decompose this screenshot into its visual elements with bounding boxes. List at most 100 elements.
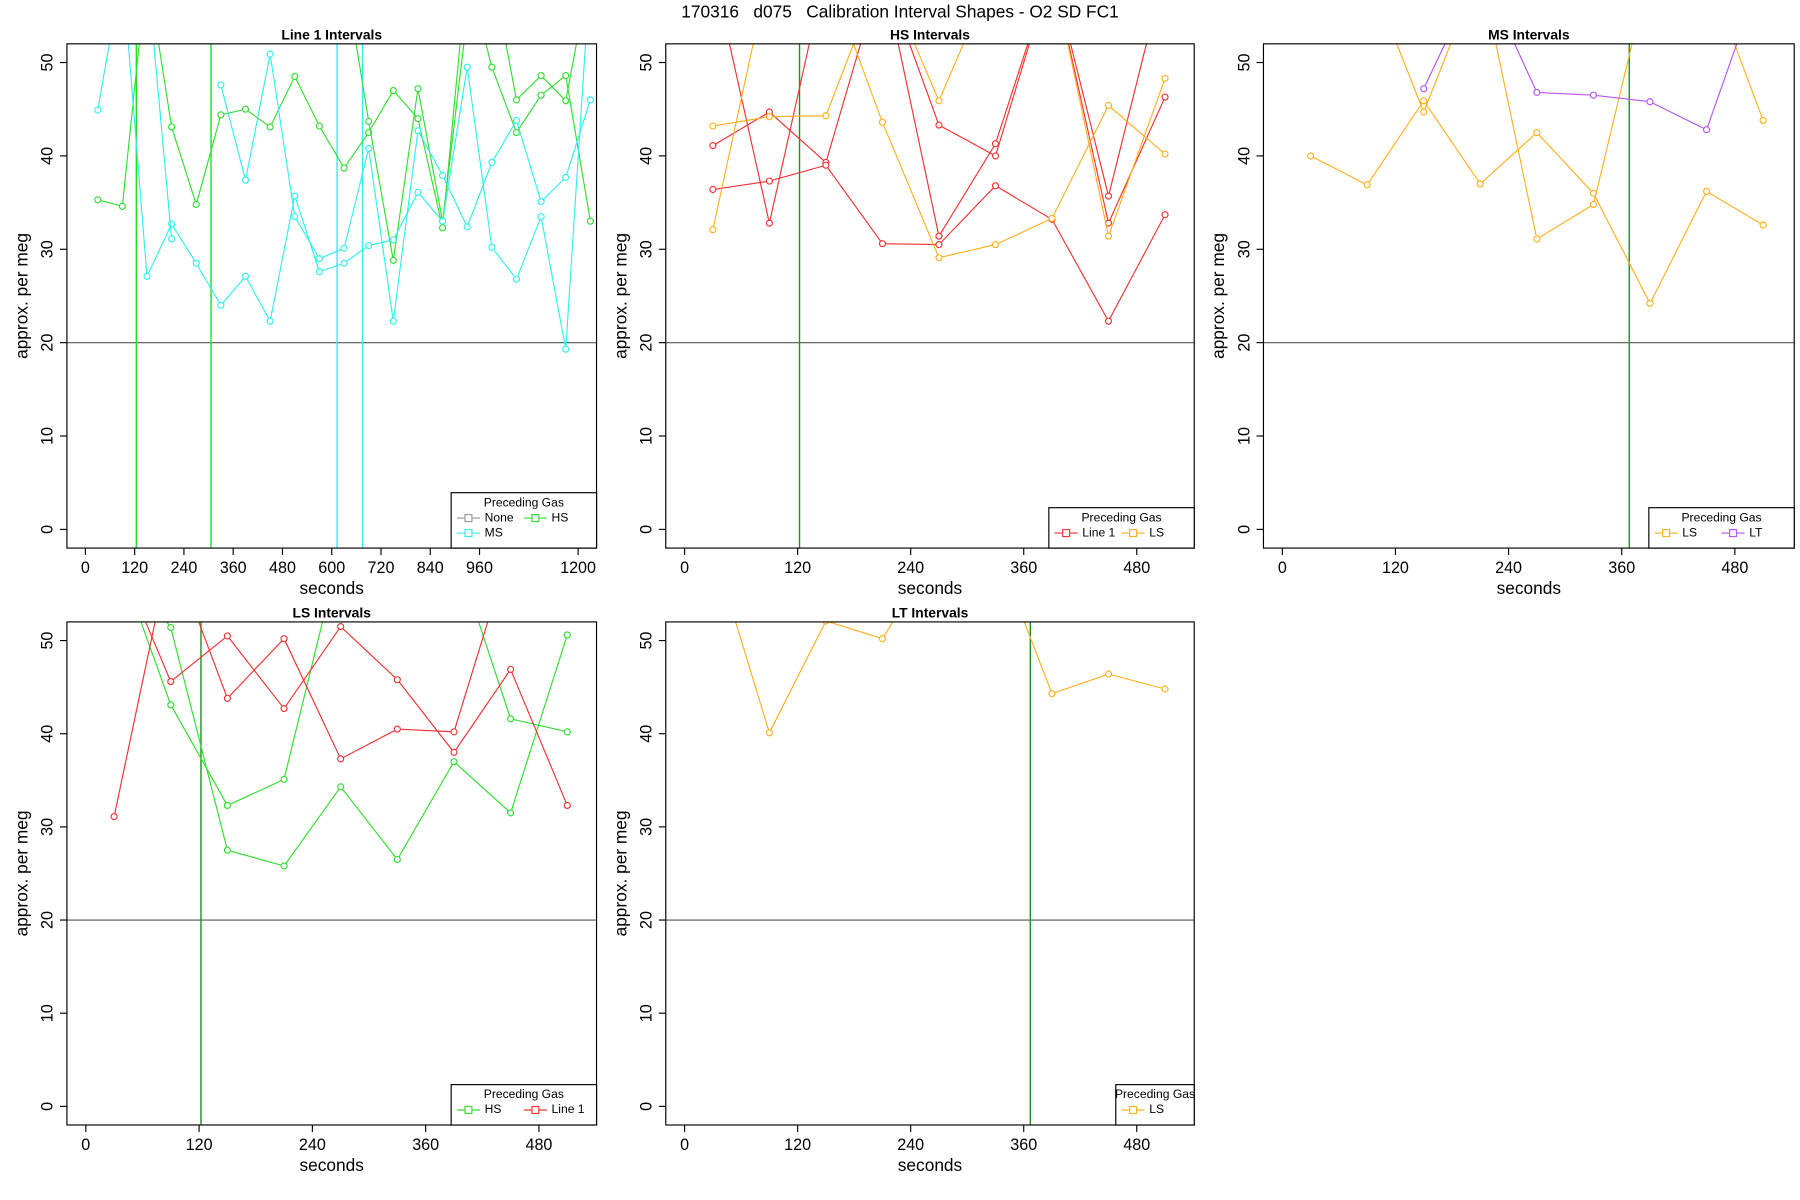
data-point (167, 677, 175, 686)
data-point (266, 50, 274, 58)
data-point (291, 213, 299, 221)
legend-title: Preceding Gas (1081, 510, 1161, 524)
y-tick-label: 30 (638, 818, 656, 836)
y-tick-label: 30 (638, 240, 656, 258)
x-tick-label: 240 (897, 1136, 924, 1154)
data-point (935, 121, 943, 129)
data-point (338, 544, 344, 550)
data-point (563, 631, 571, 639)
data-point (709, 185, 717, 194)
data-point (439, 217, 447, 225)
data-point (365, 117, 373, 125)
data-point (512, 128, 521, 137)
x-tick-label: 240 (897, 559, 924, 577)
data-point (1104, 232, 1113, 240)
data-point (439, 171, 447, 180)
data-point (765, 729, 773, 737)
data-point (935, 97, 943, 105)
data-point (935, 254, 943, 262)
data-point (709, 122, 717, 130)
data-point (1420, 97, 1428, 105)
y-tick-label: 10 (39, 1004, 57, 1022)
x-tick-label: 360 (412, 1136, 439, 1154)
data-point (223, 694, 231, 702)
data-point (765, 219, 773, 227)
x-tick-label: 120 (1382, 559, 1409, 577)
x-tick-label: 120 (121, 559, 148, 577)
data-point (337, 623, 345, 631)
legend-marker (464, 514, 473, 523)
data-point (94, 196, 102, 204)
x-tick-label: 120 (784, 559, 811, 577)
data-point (1702, 187, 1711, 195)
data-point (393, 855, 401, 864)
data-point (280, 635, 288, 643)
x-tick-label: 240 (1495, 559, 1522, 577)
data-point (167, 701, 175, 709)
plot-frame (665, 621, 1195, 1126)
legend-marker (531, 1105, 540, 1115)
x-tick-label: 360 (1010, 1136, 1037, 1154)
data-point (280, 704, 288, 713)
data-point (217, 301, 225, 309)
data-point (563, 728, 571, 736)
x-tick-label: 0 (1278, 559, 1287, 577)
data-point (118, 202, 126, 210)
data-point (340, 164, 348, 172)
series-line (1396, 43, 1764, 240)
y-tick-label: 10 (638, 1004, 656, 1022)
series-line (97, 43, 587, 350)
x-tick-label: 120 (186, 1136, 213, 1154)
legend-box (1115, 1084, 1195, 1126)
data-point (563, 801, 571, 810)
panel: LS Intervals seconds approx. per meg 0 120 24… (12, 544, 598, 1175)
series-line (153, 43, 591, 322)
figure-title: 170316 d075 Calibration Interval Shapes … (681, 1, 1118, 21)
data-point (389, 317, 397, 325)
data-point (414, 127, 422, 135)
data-point (217, 81, 225, 89)
legend-marker (464, 1105, 473, 1115)
data-point (562, 72, 570, 80)
legend-box (450, 492, 598, 549)
legend-label: LS (1149, 1102, 1164, 1116)
y-tick-label: 40 (638, 147, 656, 165)
x-tick-label: 480 (269, 559, 296, 577)
data-point (537, 198, 545, 206)
data-point (266, 317, 274, 325)
data-point (414, 85, 422, 93)
y-axis-label: approx. per meg (1208, 233, 1228, 359)
data-point (562, 173, 570, 181)
data-point (111, 544, 117, 550)
data-point (562, 345, 570, 353)
data-point (168, 235, 176, 243)
data-point (1048, 214, 1056, 223)
x-tick-label: 0 (680, 1136, 689, 1154)
data-point (991, 152, 1000, 160)
data-point (1104, 317, 1113, 325)
y-tick-label: 50 (638, 54, 656, 72)
y-tick-label: 0 (638, 1102, 656, 1111)
y-tick-label: 20 (638, 334, 656, 352)
data-point (1759, 221, 1767, 229)
data-point (241, 272, 250, 280)
data-point (512, 96, 521, 104)
legend-title: Preceding Gas (484, 1087, 564, 1101)
legend-label: HS (552, 510, 569, 524)
data-point (393, 725, 401, 733)
data-point (193, 13, 199, 19)
data-point (488, 63, 496, 71)
data-point (217, 111, 225, 119)
y-tick-label: 20 (39, 334, 57, 352)
data-point (291, 72, 299, 81)
y-tick-label: 0 (39, 1102, 57, 1111)
y-tick-label: 50 (39, 54, 57, 72)
data-point (488, 158, 496, 167)
y-tick-label: 0 (638, 525, 656, 534)
legend-title: Preceding Gas (1115, 1087, 1195, 1101)
x-tick-label: 1200 (560, 559, 596, 577)
x-axis-label: seconds (1497, 578, 1562, 598)
data-point (365, 144, 373, 153)
